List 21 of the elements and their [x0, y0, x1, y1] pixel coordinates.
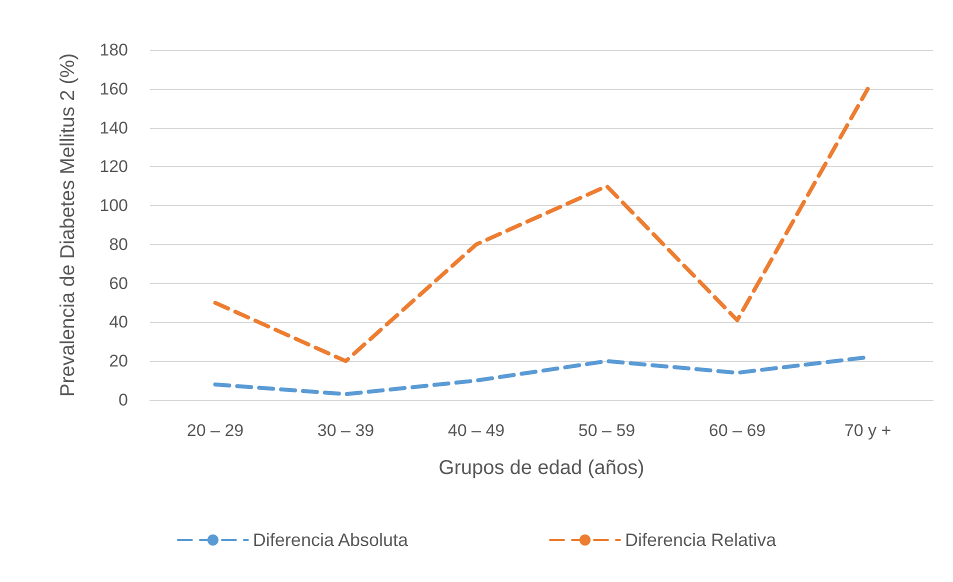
- x-tick-label: 70 y +: [844, 421, 892, 440]
- y-tick-label: 80: [109, 234, 128, 254]
- x-tick-label: 20 – 29: [186, 421, 244, 440]
- y-tick-label: 100: [100, 196, 128, 216]
- x-axis-title: Grupos de edad (años): [438, 457, 644, 479]
- y-tick-label: 120: [100, 157, 128, 176]
- y-tick-label: 20: [109, 352, 128, 371]
- x-tick-label: 30 – 39: [317, 421, 374, 440]
- legend-label: Diferencia Relativa: [625, 530, 778, 550]
- line-series: [213, 86, 870, 364]
- y-tick-label: 160: [100, 79, 128, 98]
- y-tick-label: 60: [109, 274, 128, 293]
- x-tick-label: 50 – 59: [578, 421, 636, 440]
- x-tick-label: 40 – 49: [448, 421, 505, 440]
- legend-label: Diferencia Absoluta: [252, 530, 410, 550]
- y-tick-label: 180: [100, 40, 128, 60]
- y-tick-label: 40: [109, 312, 128, 332]
- y-tick-label: 140: [100, 118, 128, 138]
- x-tick-label: 60 – 69: [708, 421, 766, 440]
- y-tick-label: 0: [118, 390, 128, 410]
- y-axis-title: Prevalencia de Diabetes Mellitus 2 (%): [57, 53, 79, 397]
